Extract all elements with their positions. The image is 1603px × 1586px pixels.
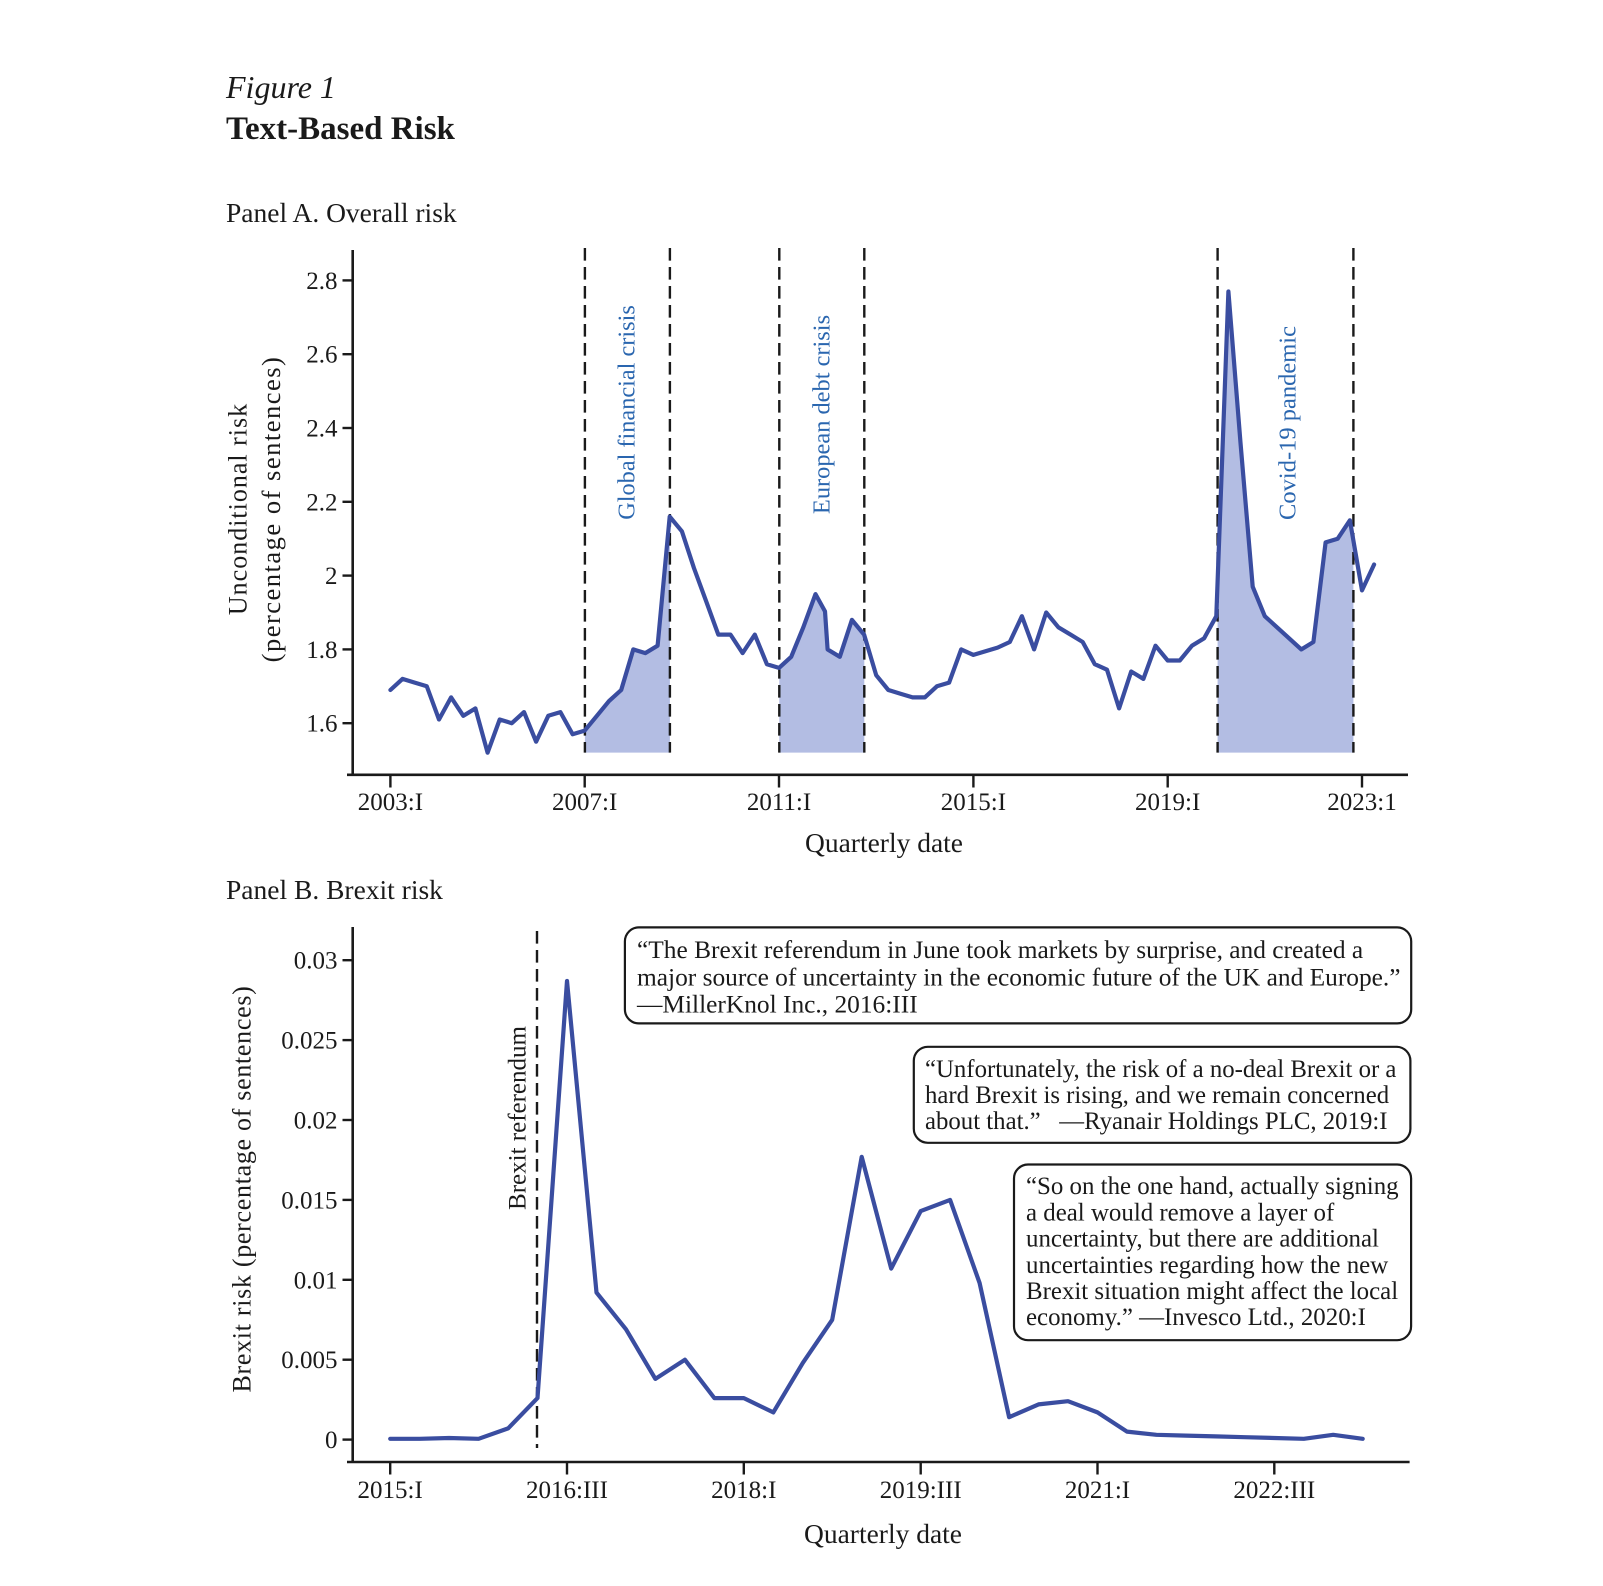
svg-text:2015:I: 2015:I xyxy=(358,1477,423,1504)
svg-text:“The Brexit referendum in June: “The Brexit referendum in June took mark… xyxy=(637,936,1363,964)
svg-text:uncertainty, but there are add: uncertainty, but there are additional xyxy=(1026,1226,1379,1253)
svg-text:2.4: 2.4 xyxy=(306,416,338,443)
svg-text:0: 0 xyxy=(325,1427,338,1454)
svg-text:1.6: 1.6 xyxy=(306,711,337,738)
svg-text:Quarterly date: Quarterly date xyxy=(804,1518,962,1549)
svg-text:2015:I: 2015:I xyxy=(941,789,1006,816)
svg-text:Unconditional risk: Unconditional risk xyxy=(224,403,253,615)
svg-text:2019:III: 2019:III xyxy=(880,1477,962,1504)
svg-text:2.6: 2.6 xyxy=(306,342,337,369)
svg-text:2.8: 2.8 xyxy=(306,268,337,295)
svg-text:2022:III: 2022:III xyxy=(1233,1477,1315,1504)
svg-text:Panel A. Overall risk: Panel A. Overall risk xyxy=(226,197,457,228)
svg-text:2019:I: 2019:I xyxy=(1135,789,1200,816)
svg-text:2011:I: 2011:I xyxy=(747,789,811,816)
svg-text:hard Brexit is rising, and we: hard Brexit is rising, and we remain con… xyxy=(925,1082,1390,1109)
svg-text:Brexit referendum: Brexit referendum xyxy=(505,1025,532,1210)
svg-text:2023:1: 2023:1 xyxy=(1327,789,1396,816)
svg-text:2: 2 xyxy=(325,563,338,590)
svg-text:1.8: 1.8 xyxy=(306,637,337,664)
svg-text:economy.” —Invesco Ltd., 2020:: economy.” —Invesco Ltd., 2020:I xyxy=(1026,1304,1366,1331)
svg-text:2018:I: 2018:I xyxy=(711,1477,776,1504)
svg-text:2003:I: 2003:I xyxy=(358,789,423,816)
svg-text:Brexit situation might affect: Brexit situation might affect the local xyxy=(1026,1278,1398,1305)
svg-text:0.025: 0.025 xyxy=(281,1028,337,1055)
svg-text:European debt crisis: European debt crisis xyxy=(809,315,836,514)
svg-text:uncertainties regarding how th: uncertainties regarding how the new xyxy=(1026,1252,1388,1279)
svg-text:about that.” —Ryanair Holding: about that.” —Ryanair Holdings PLC, 2019… xyxy=(925,1108,1388,1135)
svg-text:0.01: 0.01 xyxy=(294,1267,338,1294)
svg-text:Global financial crisis: Global financial crisis xyxy=(614,305,641,520)
svg-text:Panel B. Brexit risk: Panel B. Brexit risk xyxy=(226,874,443,905)
svg-text:a deal would remove a layer of: a deal would remove a layer of xyxy=(1026,1199,1335,1226)
svg-text:“Unfortunately, the risk of a: “Unfortunately, the risk of a no-deal Br… xyxy=(925,1056,1396,1083)
svg-text:2016:III: 2016:III xyxy=(526,1477,608,1504)
svg-text:2007:I: 2007:I xyxy=(552,789,617,816)
svg-text:Text-Based Risk: Text-Based Risk xyxy=(226,111,456,147)
svg-text:Quarterly date: Quarterly date xyxy=(805,827,963,858)
svg-text:“So on the one hand, actually: “So on the one hand, actually signing xyxy=(1026,1173,1399,1200)
svg-text:Brexit risk (percentage of sen: Brexit risk (percentage of sentences) xyxy=(228,985,257,1392)
svg-text:0.005: 0.005 xyxy=(281,1347,337,1374)
svg-text:Figure 1: Figure 1 xyxy=(225,69,336,105)
svg-text:Covid-19 pandemic: Covid-19 pandemic xyxy=(1275,326,1302,520)
svg-text:—MillerKnol Inc., 2016:III: —MillerKnol Inc., 2016:III xyxy=(636,991,918,1019)
svg-text:0.03: 0.03 xyxy=(294,948,338,975)
svg-text:major source of uncertainty in: major source of uncertainty in the econo… xyxy=(637,963,1401,991)
svg-text:0.02: 0.02 xyxy=(294,1108,338,1135)
svg-text:0.015: 0.015 xyxy=(281,1187,337,1214)
svg-text:(percentage of sentences): (percentage of sentences) xyxy=(256,356,286,663)
svg-text:2021:I: 2021:I xyxy=(1065,1477,1130,1504)
svg-text:2.2: 2.2 xyxy=(306,489,337,516)
